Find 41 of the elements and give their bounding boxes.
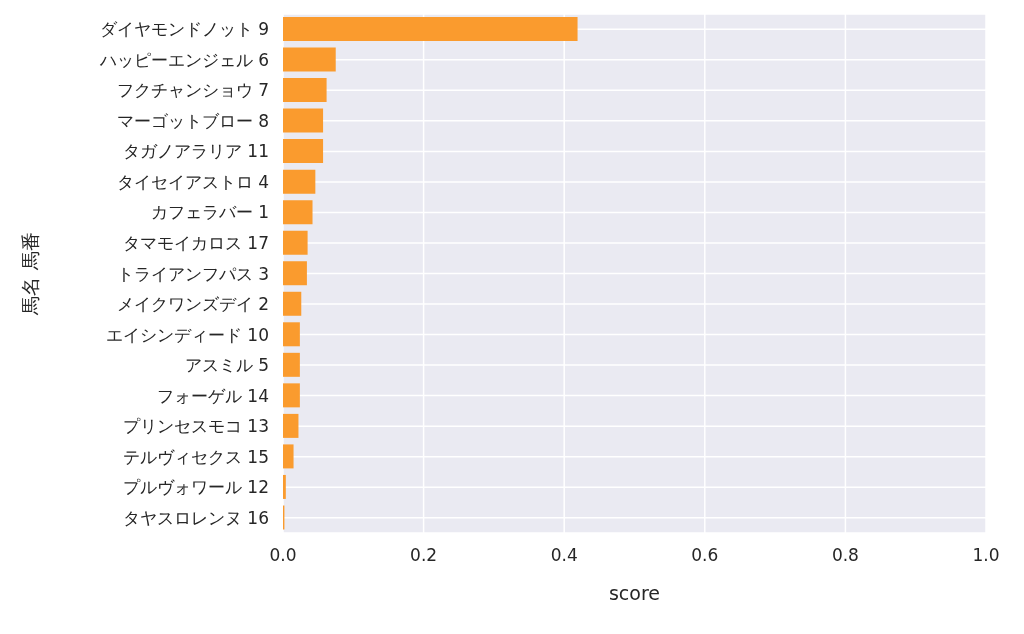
y-tick-label: エイシンディード 10 xyxy=(105,324,269,345)
y-tick-label: タガノアラリア 11 xyxy=(122,141,269,162)
y-tick-label: アスミル 5 xyxy=(184,355,269,376)
y-tick-label: マーゴットブロー 8 xyxy=(116,110,269,131)
y-tick-label: フォーゲル 14 xyxy=(156,385,269,406)
bar xyxy=(283,47,336,72)
bar xyxy=(283,230,308,255)
bar xyxy=(283,17,578,41)
y-tick-label: フクチャンショウ 7 xyxy=(116,80,269,101)
bar xyxy=(283,139,324,164)
x-tick-label: 0.4 xyxy=(550,545,578,566)
y-tick-label: プリンセスモコ 13 xyxy=(122,416,269,437)
bar xyxy=(283,78,327,103)
bar xyxy=(283,413,299,438)
y-tick-label: トライアンフパス 3 xyxy=(116,263,269,284)
y-tick-label: テルヴィセクス 15 xyxy=(122,446,269,467)
x-tick-label: 0.0 xyxy=(269,545,297,566)
bar xyxy=(283,444,294,469)
bar xyxy=(283,291,302,316)
bar xyxy=(283,474,286,499)
x-tick-label: 1.0 xyxy=(972,545,1000,566)
x-tick-label: 0.2 xyxy=(410,545,438,566)
y-tick-label: タイセイアストロ 4 xyxy=(116,171,269,192)
y-tick-label: プルヴォワール 12 xyxy=(122,477,269,498)
x-tick-label: 0.6 xyxy=(691,545,719,566)
bar xyxy=(283,322,300,347)
y-tick-label: タマモイカロス 17 xyxy=(122,233,269,254)
bar xyxy=(283,383,300,408)
x-axis-title: score xyxy=(608,582,661,604)
bar xyxy=(283,352,300,377)
y-tick-label: カフェラバー 1 xyxy=(150,202,269,223)
y-tick-label: メイクワンズデイ 2 xyxy=(116,294,269,315)
bar xyxy=(283,169,316,194)
y-tick-label: タヤスロレンヌ 16 xyxy=(122,507,269,528)
bar xyxy=(283,108,324,133)
y-tick-label: ダイヤモンドノット 9 xyxy=(99,19,269,40)
y-tick-label: ハッピーエンジェル 6 xyxy=(98,49,269,70)
bar xyxy=(283,200,313,225)
bar xyxy=(283,261,307,286)
y-axis-title: 馬名 馬番 xyxy=(18,232,41,316)
x-tick-label: 0.8 xyxy=(831,545,859,566)
